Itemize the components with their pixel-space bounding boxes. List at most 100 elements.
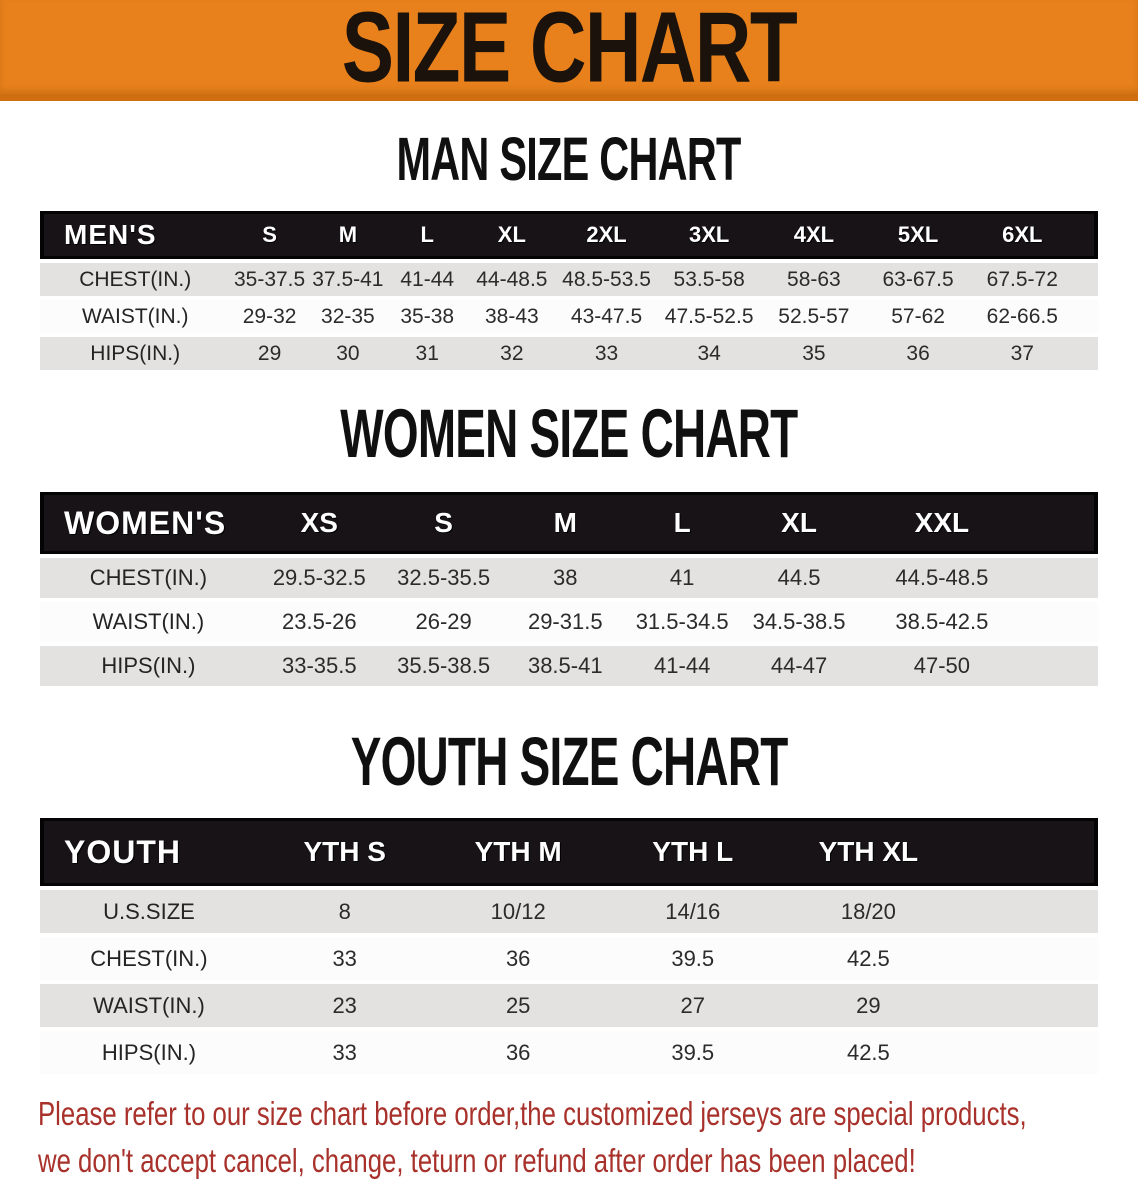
banner: SIZE CHART <box>0 0 1138 101</box>
table-row: WAIST(IN.) 23 25 27 29 <box>40 984 1098 1027</box>
table-header-row: WOMEN'S XS S M L XL XXL <box>40 492 1098 554</box>
banner-title-text: SIZE CHART <box>341 0 798 104</box>
row-label: U.S.SIZE <box>103 898 195 924</box>
size-cell: 18/20 <box>840 898 896 924</box>
table-row: HIPS(IN.) 33-35.5 35.5-38.5 38.5-41 41-44 44-… <box>40 646 1098 686</box>
size-column-header: M <box>505 492 626 554</box>
size-cell: 14/16 <box>665 898 721 924</box>
row-label: HIPS(IN.) <box>101 653 196 678</box>
size-cell: 41-44 <box>654 653 711 678</box>
table-row: HIPS(IN.) 29 30 31 32 33 34 35 36 37 <box>40 337 1098 370</box>
size-column-header: XS <box>256 492 382 554</box>
size-column-header: 2XL <box>556 211 657 259</box>
table-header-label: YOUTH <box>40 818 258 886</box>
size-cell: 38-43 <box>484 304 539 328</box>
size-cell: 35.5-38.5 <box>397 653 491 678</box>
size-column-header: M <box>308 211 388 259</box>
men-size-table: MEN'S S M L XL 2XL 3XL 4XL 5XL 6XL CHEST(IN.) 35-37… <box>40 207 1098 374</box>
size-cell: 32-35 <box>321 304 375 328</box>
size-cell: 36 <box>505 945 531 971</box>
row-filler <box>956 890 1098 933</box>
size-column-header: YTH S <box>257 818 432 886</box>
size-cell: 67.5-72 <box>986 267 1058 291</box>
row-filler <box>1075 300 1098 333</box>
size-cell: 32 <box>500 341 524 365</box>
size-cell: 44-47 <box>770 653 828 678</box>
size-chart-section-men: MAN SIZE CHART MEN'S S M L XL 2XL 3XL 4XL 5XL 6XL C… <box>0 123 1138 374</box>
table-row: CHEST(IN.) 29.5-32.5 32.5-35.5 38 41 44.5 44.5… <box>40 558 1098 598</box>
banner-title: SIZE CHART <box>285 0 853 104</box>
row-filler <box>1075 263 1098 296</box>
table-row: U.S.SIZE 8 10/12 14/16 18/20 <box>40 890 1098 933</box>
size-cell: 44.5 <box>777 565 821 590</box>
row-label: HIPS(IN.) <box>90 341 181 365</box>
size-cell: 30 <box>336 341 360 365</box>
size-cell: 31 <box>415 341 439 365</box>
size-cell: 31.5-34.5 <box>635 609 729 634</box>
size-column-header: XL <box>739 492 859 554</box>
size-cell: 42.5 <box>846 945 890 971</box>
disclaimer: Please refer to our size chart before or… <box>38 1090 1138 1184</box>
size-column-header: S <box>381 492 506 554</box>
size-cell: 37.5-41 <box>312 267 384 291</box>
table-row: WAIST(IN.) 23.5-26 26-29 29-31.5 31.5-34.5 34… <box>40 602 1098 642</box>
row-filler <box>1025 646 1098 686</box>
size-cell: 33-35.5 <box>281 653 357 678</box>
row-filler <box>956 937 1098 980</box>
size-cell: 43-47.5 <box>570 304 643 328</box>
size-cell: 41-44 <box>400 267 455 291</box>
row-filler <box>1075 337 1098 370</box>
size-column-header: 6XL <box>969 211 1075 259</box>
section-title-text: YOUTH SIZE CHART <box>350 724 789 801</box>
size-column-header: 5XL <box>866 211 970 259</box>
size-cell: 62-66.5 <box>986 304 1058 328</box>
size-column-header: XXL <box>858 492 1025 554</box>
size-cell: 44-48.5 <box>476 267 548 291</box>
size-cell: 48.5-53.5 <box>562 267 651 291</box>
size-chart-section-women: WOMEN SIZE CHART WOMEN'S XS S M L XL XXL CHEST(I… <box>0 400 1138 690</box>
size-cell: 23 <box>332 992 357 1018</box>
size-cell: 36 <box>505 1039 531 1065</box>
row-label: CHEST(IN.) <box>89 565 208 590</box>
size-column-header: 4XL <box>761 211 867 259</box>
size-cell: 39.5 <box>671 1039 715 1065</box>
table-header-label: WOMEN'S <box>40 492 257 554</box>
size-cell: 39.5 <box>671 945 715 971</box>
size-cell: 26-29 <box>415 609 472 634</box>
disclaimer-line-2: we don't accept cancel, change, teturn o… <box>38 1142 916 1179</box>
section-title-text: MAN SIZE CHART <box>396 123 742 194</box>
size-cell: 44.5-48.5 <box>895 565 989 590</box>
size-cell: 23.5-26 <box>281 609 357 634</box>
size-cell: 34.5-38.5 <box>752 609 846 634</box>
size-chart-section-youth: YOUTH SIZE CHART YOUTH YTH S YTH M YTH L YTH … <box>0 724 1138 1078</box>
row-label: WAIST(IN.) <box>93 992 205 1018</box>
size-cell: 35-38 <box>400 304 455 328</box>
table-row: WAIST(IN.) 29-32 32-35 35-38 38-43 43-47.5 47.… <box>40 300 1098 333</box>
size-cell: 33 <box>332 945 357 971</box>
size-cell: 10/12 <box>490 898 546 924</box>
size-cell: 38 <box>553 565 578 590</box>
size-cell: 58-63 <box>787 267 841 291</box>
size-cell: 47-50 <box>913 653 971 678</box>
size-cell: 37 <box>1010 341 1034 365</box>
table-row: CHEST(IN.) 35-37.5 37.5-41 41-44 44-48.5 48.5… <box>40 263 1098 296</box>
size-column-header: 3XL <box>656 211 762 259</box>
size-cell: 34 <box>697 341 721 365</box>
size-cell: 42.5 <box>846 1039 890 1065</box>
size-cell: 29-32 <box>242 304 297 328</box>
size-column-header: L <box>387 211 468 259</box>
size-cell: 29.5-32.5 <box>272 565 366 590</box>
size-cell: 38.5-42.5 <box>895 609 989 634</box>
row-filler <box>956 1031 1098 1074</box>
size-cell: 52.5-57 <box>778 304 850 328</box>
size-column-header: S <box>230 211 309 259</box>
size-cell: 36 <box>906 341 930 365</box>
size-column-header: YTH XL <box>780 818 957 886</box>
table-header-label: MEN'S <box>40 211 231 259</box>
size-cell: 8 <box>338 898 351 924</box>
row-label: WAIST(IN.) <box>81 304 189 328</box>
women-size-table: WOMEN'S XS S M L XL XXL CHEST(IN.) 29.5-32.5 32.5… <box>40 488 1098 690</box>
row-filler <box>1025 602 1098 642</box>
charts-container: MAN SIZE CHART MEN'S S M L XL 2XL 3XL 4XL 5XL 6XL C… <box>0 123 1138 1078</box>
